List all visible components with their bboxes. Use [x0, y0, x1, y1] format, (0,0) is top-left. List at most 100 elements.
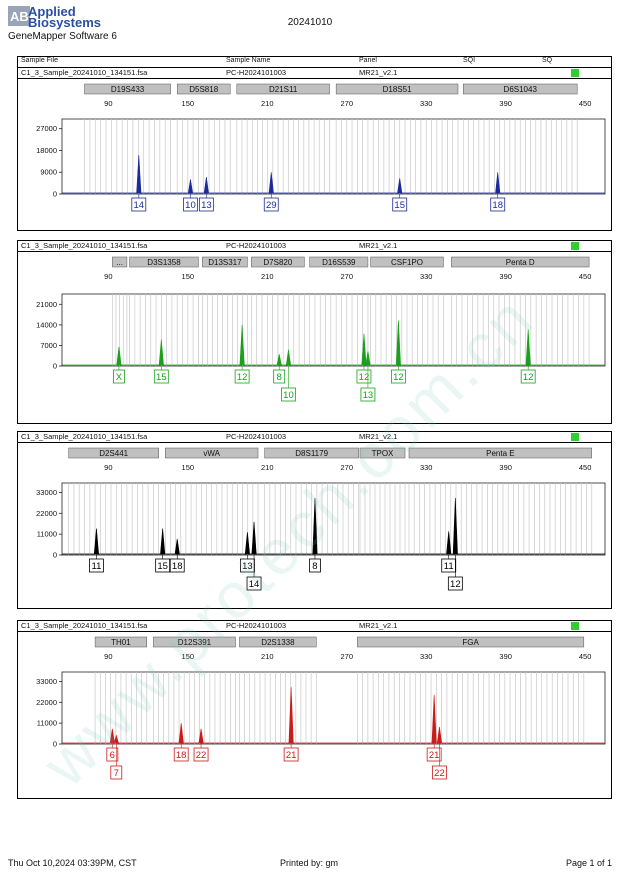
- peak-1-3: [276, 354, 282, 366]
- footer-date: Thu Oct 10,2024 03:39PM, CST: [8, 858, 137, 868]
- allele-box-0-5: [490, 197, 506, 212]
- allele-label-1-1: 15: [156, 372, 167, 383]
- peak-2-7: [452, 498, 458, 555]
- allele-label-3-5: 21: [429, 750, 440, 761]
- marker-label-1-1: D3S1358: [147, 258, 181, 267]
- x-tick-label-3-5: 390: [499, 652, 512, 661]
- y-tick-label-2-2: 22000: [36, 509, 57, 518]
- marker-label-2-4: Penta E: [486, 449, 514, 458]
- y-tick-label-1-2: 14000: [36, 320, 57, 329]
- marker-label-0-2: D21S11: [269, 85, 298, 94]
- allele-box-0-1: [183, 197, 198, 212]
- sample-name-value: PC-H2024101003: [226, 621, 287, 630]
- x-tick-label-3-6: 450: [579, 652, 592, 661]
- marker-bar-2-3: [359, 447, 406, 459]
- footer-printed-by: Printed by: gm: [280, 858, 339, 868]
- sq-status-badge: [571, 622, 579, 630]
- allele-label-2-6: 11: [444, 561, 454, 572]
- sample-info-row: C1_3_Sample_20241010_134151.fsa PC-H2024…: [18, 241, 611, 252]
- marker-label-0-0: D19S433: [111, 85, 145, 94]
- allele-label-0-3: 29: [266, 200, 277, 211]
- x-tick-label-2-2: 210: [261, 463, 274, 472]
- peak-0-3: [268, 172, 274, 194]
- allele-label-1-2: 12: [237, 372, 248, 383]
- peak-1-5: [361, 333, 367, 366]
- peak-1-2: [239, 324, 245, 366]
- allele-box-2-4: [246, 576, 262, 591]
- marker-bar-1-3: [251, 256, 305, 268]
- marker-bar-3-1: [153, 636, 236, 648]
- marker-bar-0-1: [176, 83, 231, 95]
- peak-2-4: [251, 521, 257, 555]
- marker-label-1-3: D7S820: [263, 258, 292, 267]
- x-tick-label-1-0: 90: [104, 272, 112, 281]
- allele-box-0-3: [263, 197, 279, 212]
- peak-2-0: [93, 528, 99, 555]
- y-tick-label-3-2: 22000: [36, 698, 57, 707]
- marker-bar-0-4: [463, 83, 578, 95]
- x-tick-label-3-2: 210: [261, 652, 274, 661]
- marker-label-1-2: D13S317: [208, 258, 242, 267]
- peak-0-5: [495, 172, 501, 194]
- allele-box-2-2: [169, 558, 185, 573]
- marker-label-3-2: D2S1338: [261, 638, 295, 647]
- marker-bar-3-3: [357, 636, 585, 648]
- marker-bar-2-1: [165, 447, 259, 459]
- allele-label-2-4: 14: [249, 579, 260, 590]
- x-tick-label-0-0: 90: [104, 99, 112, 108]
- y-tick-label-1-1: 7000: [40, 341, 57, 350]
- allele-box-1-3: [273, 369, 286, 384]
- x-tick-label-3-3: 270: [340, 652, 353, 661]
- peak-3-3: [198, 728, 204, 744]
- allele-box-1-2: [234, 369, 250, 384]
- sample-file-value: C1_3_Sample_20241010_134151.fsa: [21, 68, 148, 77]
- panel-value: MR21_v2.1: [359, 68, 398, 77]
- marker-label-1-4: D16S539: [322, 258, 356, 267]
- allele-box-3-0: [106, 747, 119, 762]
- peak-3-5: [431, 694, 437, 744]
- x-tick-label-0-3: 270: [340, 99, 353, 108]
- allele-box-0-4: [392, 197, 408, 212]
- allele-label-3-4: 21: [286, 750, 297, 761]
- y-tick-label-0-1: 9000: [40, 168, 57, 177]
- marker-bar-2-4: [408, 447, 593, 459]
- x-tick-label-2-4: 330: [420, 463, 433, 472]
- allele-box-2-3: [240, 558, 255, 573]
- y-tick-label-1-0: 0: [53, 362, 57, 371]
- sample-file-value: C1_3_Sample_20241010_134151.fsa: [21, 432, 148, 441]
- allele-box-0-2: [198, 197, 214, 212]
- allele-label-3-3: 22: [196, 750, 207, 761]
- allele-label-1-4: 10: [283, 390, 294, 401]
- allele-box-1-7: [390, 369, 406, 384]
- marker-bar-3-0: [94, 636, 148, 648]
- footer-page-number: Page 1 of 1: [566, 858, 613, 868]
- sample-name-value: PC-H2024101003: [226, 241, 287, 250]
- sq-status-badge: [571, 69, 579, 77]
- x-tick-label-1-6: 450: [579, 272, 592, 281]
- marker-label-0-4: D6S1043: [504, 85, 538, 94]
- x-tick-label-0-4: 330: [420, 99, 433, 108]
- logo-line1: Applied: [28, 4, 76, 19]
- x-tick-label-1-4: 330: [420, 272, 433, 281]
- x-tick-label-2-0: 90: [104, 463, 112, 472]
- sample-info-row: C1_3_Sample_20241010_134151.fsa PC-H2024…: [18, 432, 611, 443]
- marker-label-1-0: ...: [116, 258, 123, 267]
- allele-box-2-1: [155, 558, 171, 573]
- allele-label-0-1: 10: [185, 200, 196, 211]
- allele-box-2-6: [441, 558, 457, 573]
- peak-0-0: [136, 155, 142, 194]
- allele-box-3-6: [432, 765, 447, 780]
- allele-box-1-0: [113, 369, 125, 384]
- marker-bar-2-2: [264, 447, 359, 459]
- allele-label-1-0: X: [116, 372, 123, 383]
- y-tick-label-2-0: 0: [53, 551, 57, 560]
- marker-bar-0-3: [335, 83, 459, 95]
- marker-bar-0-0: [84, 83, 171, 95]
- allele-label-2-2: 18: [172, 561, 183, 572]
- peak-1-8: [525, 329, 531, 366]
- x-tick-label-0-6: 450: [579, 99, 592, 108]
- allele-box-3-3: [193, 747, 209, 762]
- x-tick-label-1-3: 270: [340, 272, 353, 281]
- marker-label-1-5: CSF1PO: [391, 258, 423, 267]
- y-tick-label-2-3: 33000: [36, 488, 57, 497]
